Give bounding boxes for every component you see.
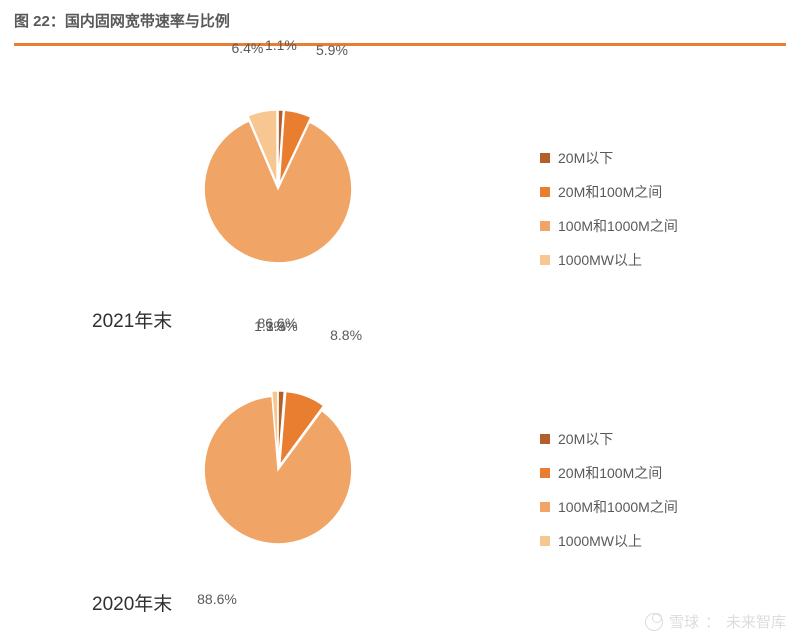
legend-swatch — [540, 255, 550, 265]
legend-label: 100M和1000M之间 — [558, 497, 678, 517]
caption-2020: 2020年末 — [92, 589, 172, 616]
chart-header: 图 22：国内固网宽带速率与比例 — [0, 0, 800, 37]
chart-area: 1.1%5.9%86.6%6.4% 2021年末 20M以下 20M和100M之间… — [0, 46, 800, 640]
legend-swatch — [540, 468, 550, 478]
legend-label: 20M以下 — [558, 148, 613, 168]
watermark-brand: 雪球 — [669, 611, 699, 632]
watermark-source: 未来智库 — [726, 611, 786, 632]
caption-2021: 2021年末 — [92, 306, 172, 333]
pie-2021: 1.1%5.9%86.6%6.4% — [165, 76, 391, 302]
legend-item: 20M和100M之间 — [540, 463, 678, 483]
legend-item: 100M和1000M之间 — [540, 216, 678, 236]
legend-2021: 20M以下 20M和100M之间 100M和1000M之间 1000MW以上 — [540, 134, 678, 284]
legend-swatch — [540, 187, 550, 197]
pie-2020: 1.3%8.8%88.6%1.3% — [165, 357, 391, 583]
legend-label: 1000MW以上 — [558, 250, 642, 270]
chart-2020: 1.3%8.8%88.6%1.3% 2020年末 20M以下 20M和100M之间… — [0, 343, 800, 640]
slice-label: 1.1% — [265, 37, 297, 53]
legend-swatch — [540, 536, 550, 546]
legend-item: 100M和1000M之间 — [540, 497, 678, 517]
slice-label: 8.8% — [330, 327, 362, 343]
legend-label: 1000MW以上 — [558, 531, 642, 551]
legend-item: 20M以下 — [540, 429, 678, 449]
legend-label: 100M和1000M之间 — [558, 216, 678, 236]
slice-label: 88.6% — [197, 591, 237, 607]
legend-item: 1000MW以上 — [540, 531, 678, 551]
slice-label: 6.4% — [231, 40, 263, 56]
legend-swatch — [540, 502, 550, 512]
legend-item: 20M和100M之间 — [540, 182, 678, 202]
legend-swatch — [540, 434, 550, 444]
legend-label: 20M和100M之间 — [558, 182, 662, 202]
xueqiu-icon — [645, 613, 663, 631]
legend-swatch — [540, 153, 550, 163]
watermark-sep: ： — [705, 611, 720, 632]
legend-2020: 20M以下 20M和100M之间 100M和1000M之间 1000MW以上 — [540, 415, 678, 565]
chart-title: 图 22：国内固网宽带速率与比例 — [14, 10, 786, 31]
chart-2021: 1.1%5.9%86.6%6.4% 2021年末 20M以下 20M和100M之间… — [0, 46, 800, 343]
legend-swatch — [540, 221, 550, 231]
legend-label: 20M以下 — [558, 429, 613, 449]
legend-item: 1000MW以上 — [540, 250, 678, 270]
slice-label: 5.9% — [316, 42, 348, 58]
legend-item: 20M以下 — [540, 148, 678, 168]
watermark: 雪球 ： 未来智库 — [645, 611, 786, 632]
legend-label: 20M和100M之间 — [558, 463, 662, 483]
slice-label: 1.3% — [254, 318, 286, 334]
